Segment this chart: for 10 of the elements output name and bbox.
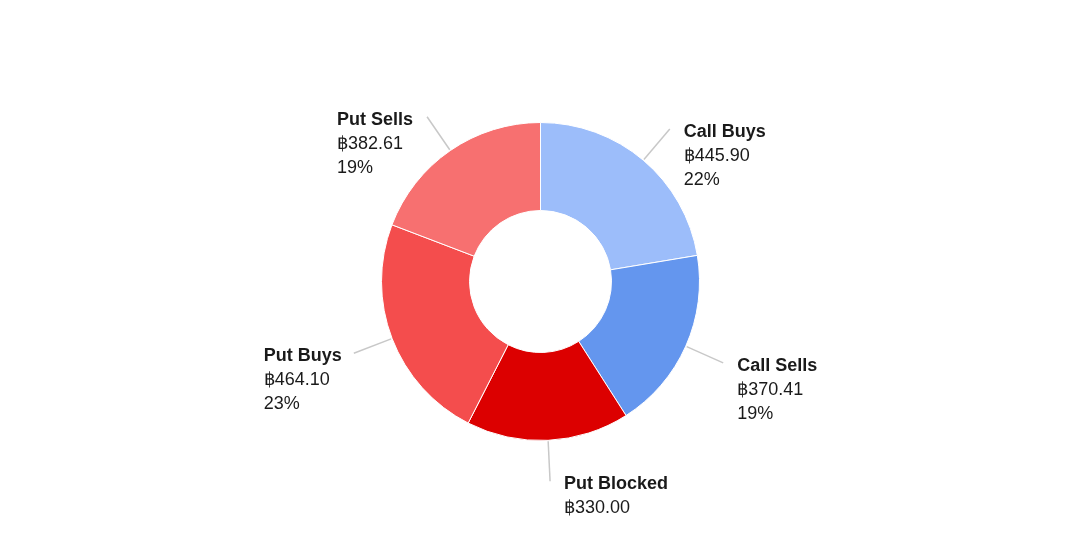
data-label: ฿464.10 23% [263,369,330,414]
slice-label: Call Buys [683,120,766,141]
slice-label: Put Sells [337,108,414,129]
data-label: ฿370.41 19% [737,378,804,423]
data-label: ฿330.00 [564,497,631,518]
slice-label: Put Buys [263,345,342,366]
slice-label: Put Blocked [564,473,669,494]
data-label: ฿445.90 22% [683,144,750,189]
data-label: ฿382.61 19% [337,132,404,177]
slice-label: Call Sells [737,354,818,375]
